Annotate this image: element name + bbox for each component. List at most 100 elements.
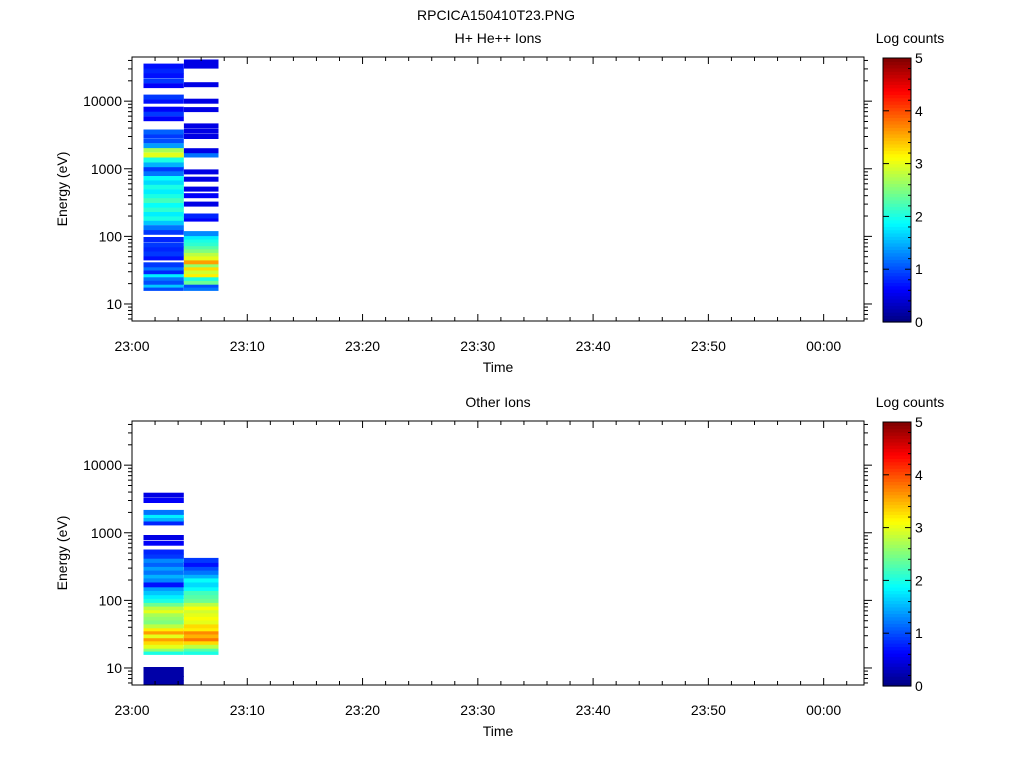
heatmap-cell bbox=[183, 569, 219, 575]
colorbar-segment bbox=[883, 242, 911, 247]
colorbar-segment bbox=[883, 563, 911, 568]
colorbar: 0 1 2 3 4 5 bbox=[882, 414, 923, 694]
colorbar-tick-label: 2 bbox=[915, 572, 923, 588]
colorbar-segment bbox=[883, 302, 911, 307]
heatmap-cell bbox=[143, 672, 184, 677]
heatmap-cell bbox=[143, 557, 184, 563]
colorbar-tick-label: 1 bbox=[915, 261, 923, 277]
heatmap-cell bbox=[183, 615, 219, 621]
heatmap-cell bbox=[183, 608, 219, 614]
colorbar-segment bbox=[883, 77, 911, 82]
colorbar-tick-label: 3 bbox=[915, 520, 923, 536]
colorbar-segment bbox=[883, 455, 911, 459]
heatmap-cell bbox=[143, 83, 184, 89]
colorbar-segment bbox=[883, 199, 911, 204]
heatmap-cell bbox=[183, 605, 219, 611]
heatmap-cell bbox=[143, 269, 184, 275]
heatmap-cell bbox=[143, 262, 184, 268]
colorbar-segment bbox=[883, 239, 911, 244]
heatmap-cell bbox=[183, 557, 219, 563]
heatmap-cell bbox=[183, 593, 219, 599]
heatmap-cell bbox=[143, 675, 184, 681]
heatmap-cell bbox=[143, 220, 184, 226]
heatmap-cell bbox=[143, 78, 184, 84]
colorbar-segment bbox=[883, 600, 911, 605]
colorbar-segment bbox=[883, 629, 911, 634]
x-tick-label: 00:00 bbox=[806, 702, 841, 718]
colorbar-segment bbox=[883, 232, 911, 237]
colorbar-tick-label: 3 bbox=[915, 156, 923, 172]
colorbar-frame bbox=[882, 421, 912, 687]
x-tick-label: 23:20 bbox=[345, 338, 380, 354]
colorbar-segment bbox=[883, 163, 911, 168]
x-axis-label: Time bbox=[483, 359, 514, 375]
colorbar-segment bbox=[883, 166, 911, 171]
heatmap-cell bbox=[143, 282, 184, 288]
heatmap-cell bbox=[183, 565, 219, 571]
colorbar-segment bbox=[883, 636, 911, 641]
heatmap-cell bbox=[143, 98, 184, 104]
heatmap-cell bbox=[143, 68, 184, 74]
colorbar-segment bbox=[883, 180, 911, 184]
panel-h-he-ions: 23:00 23:10 23:20 23:30 23:40 23:50 00:0010100… bbox=[54, 30, 944, 375]
x-tick-label: 23:40 bbox=[576, 702, 611, 718]
heatmap-cell bbox=[143, 94, 184, 100]
heatmap-cell bbox=[143, 577, 184, 583]
heatmap-cell bbox=[143, 680, 184, 686]
heatmap-cell bbox=[143, 623, 184, 629]
colorbar-segment bbox=[883, 275, 911, 280]
colorbar-segment bbox=[883, 497, 911, 502]
colorbar-segment bbox=[883, 557, 911, 562]
colorbar-segment bbox=[883, 659, 911, 664]
colorbar-segment bbox=[883, 458, 911, 463]
heatmap-cell bbox=[183, 639, 219, 645]
heatmap-cell bbox=[143, 553, 184, 559]
colorbar-segment bbox=[883, 170, 911, 175]
heatmap-cell bbox=[143, 608, 184, 614]
colorbar-segment bbox=[883, 318, 911, 323]
colorbar-segment bbox=[883, 488, 911, 492]
x-tick-label: 23:10 bbox=[230, 338, 265, 354]
colorbar-segment bbox=[883, 285, 911, 290]
figure-title: RPCICA150410T23.PNG bbox=[417, 7, 575, 23]
colorbar-segment bbox=[883, 269, 911, 274]
colorbar-segment bbox=[883, 94, 911, 99]
colorbar-segment bbox=[883, 435, 911, 440]
colorbar-segment bbox=[883, 100, 911, 105]
colorbar-segment bbox=[883, 425, 911, 430]
heatmap-cell bbox=[183, 601, 219, 607]
colorbar-segment bbox=[883, 547, 911, 552]
colorbar-segment bbox=[883, 81, 911, 85]
heatmap-cell bbox=[143, 573, 184, 579]
panel-title: H+ He++ Ions bbox=[455, 30, 542, 46]
colorbar-segment bbox=[883, 451, 911, 456]
heatmap-cell bbox=[143, 189, 184, 195]
colorbar-segment bbox=[883, 514, 911, 519]
colorbar-segment bbox=[883, 315, 911, 320]
heatmap-cell bbox=[143, 237, 184, 242]
heatmap-cell bbox=[183, 265, 219, 271]
heatmap-cell bbox=[143, 629, 184, 635]
colorbar-segment bbox=[883, 226, 911, 231]
heatmap-cell bbox=[143, 593, 184, 599]
heatmap-cell bbox=[183, 643, 219, 649]
colorbar-segment bbox=[883, 438, 911, 443]
colorbar-segment bbox=[883, 74, 911, 79]
heatmap-cell bbox=[143, 633, 184, 639]
heatmap-cell bbox=[143, 166, 184, 172]
colorbar-segment bbox=[883, 613, 911, 618]
colorbar-segment bbox=[883, 292, 911, 297]
colorbar-tick-label: 5 bbox=[915, 50, 923, 66]
colorbar-segment bbox=[883, 653, 911, 657]
heatmap-cell bbox=[183, 633, 219, 639]
colorbar-segment bbox=[883, 461, 911, 466]
heatmap-cell bbox=[183, 586, 219, 591]
colorbar-segment bbox=[883, 58, 911, 62]
heatmap-cell bbox=[183, 577, 219, 583]
heatmap-cell bbox=[143, 516, 184, 522]
heatmap-cell bbox=[183, 201, 219, 207]
colorbar-segment bbox=[883, 679, 911, 684]
colorbar-segment bbox=[883, 676, 911, 680]
colorbar-segment bbox=[883, 560, 911, 565]
colorbar-segment bbox=[883, 567, 911, 572]
